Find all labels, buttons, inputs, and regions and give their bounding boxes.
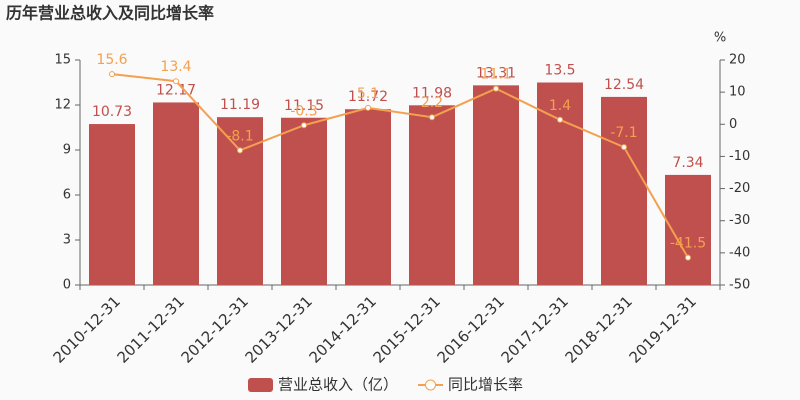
y2-tick-label: -50 (729, 278, 750, 293)
bar (409, 105, 455, 285)
bar-value-label: 12.17 (156, 82, 196, 98)
legend-label[interactable]: 同比增长率 (448, 376, 523, 394)
bar-value-label: 11.19 (220, 97, 260, 113)
bar (89, 124, 135, 285)
chart-title: 历年营业总收入及同比增长率 (6, 4, 214, 23)
line-point (685, 254, 691, 261)
y2-tick-label: -30 (729, 213, 750, 228)
bar (345, 109, 391, 285)
bar-value-label: 11.15 (284, 98, 324, 114)
y-tick-label: 6 (63, 188, 71, 203)
line-point (173, 78, 179, 85)
legend-swatch[interactable] (248, 378, 273, 392)
bar (473, 85, 519, 285)
y-tick-label: 0 (63, 278, 71, 293)
line-value-label: 13.4 (160, 59, 191, 75)
line-value-label: 1.4 (549, 98, 571, 114)
line-point (429, 114, 435, 121)
bar-value-label: 12.54 (604, 77, 644, 93)
legend-swatch-point[interactable] (425, 379, 437, 391)
bar-value-label: 11.98 (412, 85, 452, 101)
y-tick-label: 12 (54, 98, 71, 113)
line-point (301, 122, 307, 129)
y-tick-label: 15 (54, 53, 71, 68)
y-tick-label: 3 (63, 233, 71, 248)
y2-tick-label: -20 (729, 181, 750, 196)
y2-axis-label: % (714, 31, 726, 46)
bar-value-label: 11.72 (348, 89, 388, 105)
line-point (557, 116, 563, 123)
line-value-label: 11.1 (480, 67, 511, 83)
y2-tick-label: 0 (729, 117, 737, 132)
line (111, 73, 689, 259)
line-point (365, 104, 371, 111)
bar-value-label: 7.34 (672, 155, 703, 171)
bar (537, 82, 583, 285)
line-point (493, 85, 499, 92)
y-tick-label: 9 (63, 143, 71, 158)
bar (601, 96, 647, 286)
line-value-label: 5.1 (357, 86, 379, 102)
y2-tick-label: 10 (729, 85, 746, 100)
line-value-label: -0.3 (290, 103, 317, 119)
bar-value-label: 13.31 (476, 65, 516, 81)
y2-tick-label: -10 (729, 149, 750, 164)
bar (281, 117, 327, 285)
bar-value-label: 13.5 (544, 63, 575, 79)
line-value-label: -7.1 (610, 125, 637, 141)
line-point (109, 71, 115, 78)
line-value-label: 15.6 (96, 52, 127, 68)
y2-tick-label: -40 (729, 245, 750, 260)
line-point (621, 144, 627, 151)
legend-label[interactable]: 营业总收入（亿） (278, 376, 398, 394)
line-value-label: -41.5 (670, 236, 706, 252)
line-point (237, 147, 243, 154)
line-value-label: 2.2 (421, 95, 443, 111)
line-value-label: -8.1 (226, 128, 253, 144)
y2-tick-label: 20 (729, 53, 746, 68)
bar (153, 102, 199, 285)
bar-value-label: 10.73 (92, 104, 132, 120)
